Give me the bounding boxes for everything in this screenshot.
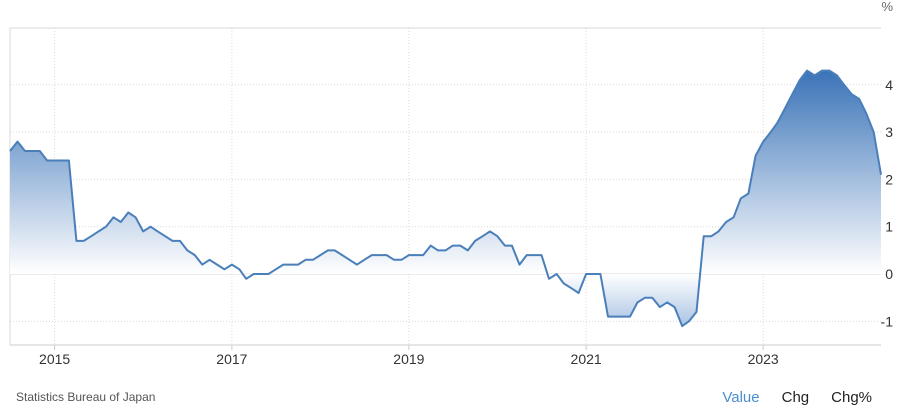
y-tick-label: 4 xyxy=(885,77,893,93)
y-tick-label: -1 xyxy=(881,313,894,329)
y-tick-label: 3 xyxy=(885,124,893,140)
series-line-layer xyxy=(9,69,882,328)
tab-value[interactable]: Value xyxy=(722,389,760,406)
source-label: Statistics Bureau of Japan xyxy=(16,390,156,404)
y-axis: -1 0 1 2 3 4 xyxy=(881,77,894,330)
view-tabs: Value Chg Chg% xyxy=(722,389,872,406)
series-line xyxy=(9,69,882,328)
x-tick-label: 2019 xyxy=(393,351,424,367)
y-tick-label: 0 xyxy=(885,266,893,282)
x-tick-label: 2023 xyxy=(748,351,779,367)
x-axis: 2015 2017 2019 2021 2023 xyxy=(39,345,779,367)
x-tick-label: 2021 xyxy=(571,351,602,367)
x-tick-label: 2015 xyxy=(39,351,70,367)
x-tick-label: 2017 xyxy=(216,351,247,367)
area-fill-negative xyxy=(242,274,701,327)
y-unit-label: % xyxy=(881,0,893,14)
y-tick-label: 1 xyxy=(885,219,893,235)
area-fill xyxy=(10,70,881,327)
tab-chg-percent[interactable]: Chg% xyxy=(831,389,872,406)
grid xyxy=(9,27,881,346)
y-tick-label: 2 xyxy=(885,171,893,187)
area-fill-positive xyxy=(10,70,881,275)
tab-chg[interactable]: Chg xyxy=(781,389,810,406)
